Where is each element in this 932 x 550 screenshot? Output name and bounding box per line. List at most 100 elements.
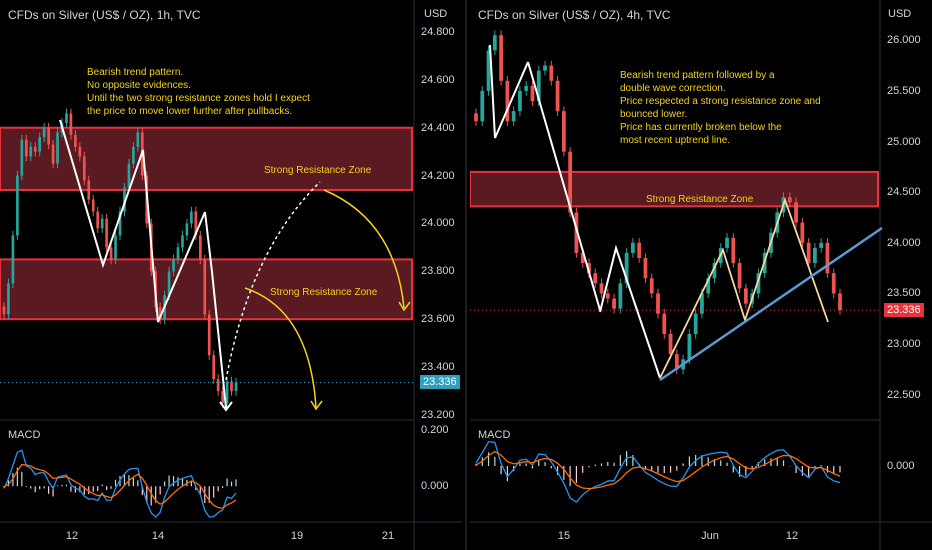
candle-body [813, 247, 817, 264]
candle-body [825, 242, 830, 274]
candle-body [7, 283, 10, 315]
candle-body [511, 111, 516, 122]
price-tick-label: 24.400 [421, 121, 455, 134]
right-currency-label: USD [888, 8, 912, 20]
candle-body [737, 263, 742, 289]
candle-body [207, 314, 211, 356]
candle-body [74, 134, 77, 147]
price-tick-label: 23.200 [421, 409, 455, 421]
candle-body [549, 65, 554, 81]
candle-body [16, 175, 19, 236]
candle-body [118, 211, 122, 236]
arrowhead [310, 400, 323, 411]
candle-body [643, 258, 648, 279]
candle-body [56, 132, 59, 164]
right-analysis-note: Bearish trend pattern followed by a doub… [620, 70, 821, 146]
candle-body [109, 247, 113, 260]
candle-body [100, 218, 104, 229]
time-tick-label: 21 [381, 530, 395, 542]
candle-body [574, 212, 579, 253]
correction-wave-arrows [659, 197, 829, 379]
candle-body [668, 333, 673, 355]
candle-body [612, 298, 616, 309]
left-chart-title: CFDs on Silver (US$ / OZ), 1h, TVC [8, 8, 201, 22]
price-tick-label: 23.000 [887, 338, 921, 351]
candle-body [480, 90, 485, 122]
price-tick-label: 24.600 [421, 73, 455, 86]
candle-body [725, 237, 729, 248]
candle-body [518, 90, 522, 112]
wave-arrow [489, 44, 529, 139]
candle-body [700, 293, 704, 314]
candle-body [82, 156, 86, 181]
candle-body [712, 263, 717, 279]
candle-body [20, 139, 24, 176]
candle-body [42, 127, 46, 138]
left-zone-label-lower: Strong Resistance Zone [270, 287, 378, 298]
candle-body [123, 187, 126, 212]
candle-body [29, 146, 33, 157]
price-tick-label: 23.400 [421, 361, 455, 374]
candle-body [693, 313, 698, 334]
candle-body [486, 50, 491, 91]
resistance-zone-0 [470, 170, 879, 208]
candle-body [136, 132, 140, 147]
price-tick-label: 23.600 [421, 313, 455, 326]
zigzag-arrow [59, 119, 206, 323]
candle-body [91, 199, 95, 212]
macd-signal-line [3, 463, 237, 509]
candle-body [198, 235, 202, 260]
candle-body [674, 354, 679, 370]
right-macd-label: MACD [478, 429, 511, 441]
price-tick-label: 25.000 [887, 135, 921, 148]
panel-divider [462, 0, 470, 550]
price-tick-label: 25.500 [887, 84, 921, 97]
macd-tick-label: 0.000 [421, 480, 449, 493]
candle-body [800, 222, 805, 243]
candle-body [499, 35, 503, 81]
candle-body [190, 211, 193, 224]
candle-body [194, 211, 198, 236]
price-tick-label: 26.000 [887, 34, 921, 47]
candle-body [33, 146, 37, 152]
candle-body [831, 273, 836, 294]
right-chart-panel[interactable]: CFDs on Silver (US$ / OZ), 4h, TVC USD B… [470, 0, 932, 550]
candle-body [69, 113, 73, 135]
candle-body [212, 355, 216, 380]
price-tick-label: 24.500 [887, 186, 921, 199]
candle-body [2, 306, 6, 315]
candle-body [38, 137, 42, 152]
candle-body [234, 382, 238, 392]
candle-body [176, 247, 180, 260]
macd-line [475, 441, 841, 503]
time-tick-label: 15 [557, 530, 571, 542]
right-current-price-tag: 23.336 [884, 303, 924, 318]
candle-body [555, 80, 560, 112]
price-tick-label: 22.500 [887, 388, 921, 401]
candle-body [731, 237, 736, 264]
resistance-zone-0 [0, 126, 413, 191]
candle-body [167, 271, 171, 296]
left-chart-plot[interactable] [0, 0, 462, 550]
candle-body [127, 163, 131, 188]
candle-body [618, 283, 623, 309]
right-chart-title: CFDs on Silver (US$ / OZ), 4h, TVC [478, 8, 671, 22]
macd-tick-label: 0.200 [421, 424, 449, 436]
candle-body [593, 273, 598, 284]
candle-body [216, 379, 220, 392]
candle-body [568, 151, 573, 213]
uptrend-line [659, 226, 883, 382]
price-tick-label: 23.800 [421, 265, 455, 278]
candle-body [649, 278, 654, 294]
projected-drop-arrow-upper [323, 189, 405, 309]
price-tick-label: 23.500 [887, 287, 921, 300]
right-chart-plot[interactable] [470, 0, 932, 550]
candle-body [78, 146, 82, 157]
candle-body [599, 283, 604, 294]
left-macd-label: MACD [8, 429, 41, 441]
candle-body [706, 278, 711, 294]
left-chart-panel[interactable]: CFDs on Silver (US$ / OZ), 1h, TVC USD B… [0, 0, 462, 550]
left-current-price-tag: 23.336 [420, 375, 460, 390]
price-tick-label: 24.200 [421, 169, 455, 182]
candle-body [631, 242, 635, 253]
